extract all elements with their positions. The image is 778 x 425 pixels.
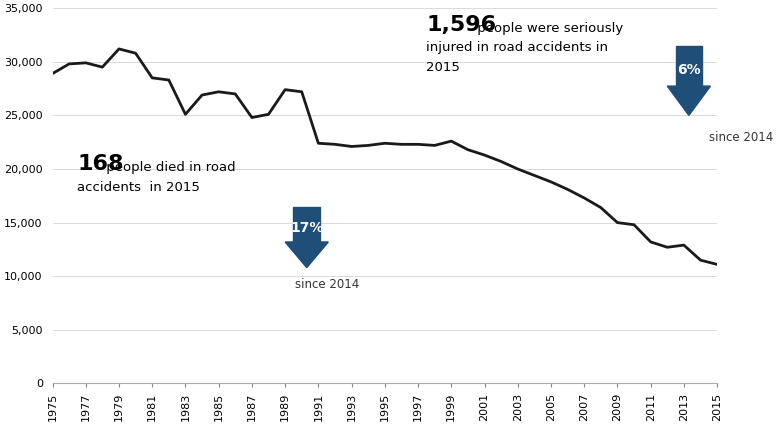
Text: injured in road accidents in: injured in road accidents in	[426, 41, 608, 54]
Text: 6%: 6%	[677, 63, 701, 77]
Text: 1,596: 1,596	[426, 15, 496, 35]
Polygon shape	[668, 86, 710, 115]
Text: accidents  in 2015: accidents in 2015	[78, 181, 200, 194]
Text: people died in road: people died in road	[103, 162, 236, 174]
Text: 168: 168	[78, 154, 124, 174]
Text: 17%: 17%	[290, 221, 324, 235]
Text: since 2014: since 2014	[295, 278, 359, 292]
Polygon shape	[285, 242, 328, 268]
Bar	[675, 46, 703, 86]
Bar	[293, 207, 320, 242]
Text: since 2014: since 2014	[709, 131, 773, 144]
Text: people were seriously: people were seriously	[473, 22, 623, 35]
Text: 2015: 2015	[426, 61, 461, 74]
